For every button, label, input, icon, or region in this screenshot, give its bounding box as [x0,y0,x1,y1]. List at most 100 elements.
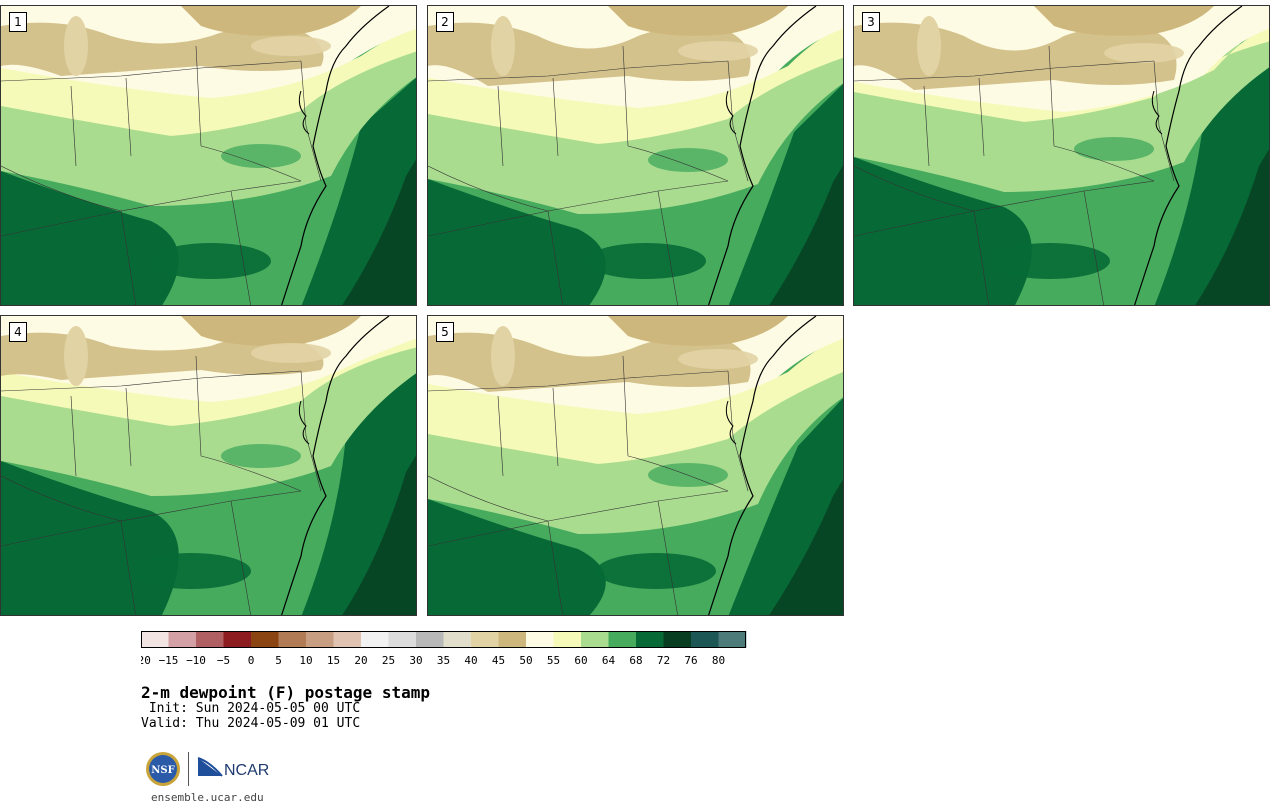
colorbar-swatch [223,631,252,648]
colorbar-tick-label: −20 [141,654,151,667]
colorbar-swatch [278,631,307,648]
coastline [281,316,390,615]
colorbar-tick-label: −10 [186,654,206,667]
field-ocean-deep [342,159,416,305]
colorbar-tick-label: 30 [409,654,422,667]
colorbar-swatch [498,631,527,648]
nsf-logo: NSF [146,752,180,786]
field-mid-pocket [648,148,728,172]
colorbar-swatch [306,631,334,648]
colorbar-tick-label: 64 [602,654,616,667]
colorbar-tick-label: 45 [492,654,505,667]
colorbar-tick-label: 55 [547,654,560,667]
colorbar-swatch [361,631,389,648]
field-dark-pocket [990,243,1110,279]
state-boundaries [428,45,749,305]
field-light-tan [678,349,758,369]
field-light-green [1,342,416,496]
field-ocean-deep [1195,149,1269,305]
colorbar-swatch [636,631,664,648]
member-panel-3: 3 [853,5,1270,306]
field-dark-pocket [151,243,271,279]
member-panel-5: 5 [427,315,844,616]
colorbar-swatch [196,631,224,648]
colorbar-swatch [141,631,169,648]
colorbar-tick-label: −15 [159,654,179,667]
chesapeake-bay [725,400,737,445]
colorbar-tick-label: 5 [275,654,282,667]
field-ocean-deep [342,455,416,615]
panel-label: 5 [436,322,454,342]
lake-michigan [64,326,88,386]
field-light-tan [251,343,331,363]
colorbar-swatch [718,631,747,648]
dewpoint-map [854,6,1269,305]
lake-michigan [491,326,515,386]
dewpoint-map [428,316,843,615]
init-time: Init: Sun 2024-05-05 00 UTC [141,701,361,716]
dewpoint-map [1,316,416,615]
chesapeake-bay [298,400,310,445]
field-light-tan [1104,43,1184,63]
colorbar-tick-label: 20 [354,654,367,667]
field-light-green [428,366,843,534]
field-yellow [1,26,416,136]
colorbar-swatch [581,631,609,648]
field-tan-ne [608,6,788,36]
field-tan-ne [1034,6,1214,36]
colorbar: −20 −15 −10 −5 0 5 10 15 20 25 30 35 40 45 50 55 60 64 68 7… [141,631,747,667]
state-boundaries [1,45,322,305]
field-yellow [428,336,843,464]
panel-label: 3 [862,12,880,32]
field-ocean-deep [769,165,843,305]
field-southwest-dark [428,499,606,615]
field-dark-pocket [131,553,251,589]
colorbar-swatch [608,631,637,648]
field-mid-pocket [1074,137,1154,161]
chesapeake-bay [1151,90,1163,135]
field-tan-ne [608,316,788,346]
colorbar-tick-label: 25 [382,654,395,667]
dewpoint-map [428,6,843,305]
lake-michigan [491,16,515,76]
member-panel-1: 1 [0,5,417,306]
coastline [708,316,817,615]
colorbar-tick-label: 15 [327,654,340,667]
panel-label: 1 [9,12,27,32]
colorbar-tick-label: 0 [248,654,255,667]
colorbar-tick-label: 68 [629,654,642,667]
colorbar-tick-label: 76 [684,654,697,667]
panel-label: 4 [9,322,27,342]
field-southwest-dark [1,171,179,305]
colorbar-tick-label: 35 [437,654,450,667]
field-ocean-deep [769,479,843,615]
state-boundaries [428,355,749,615]
state-boundaries [1,355,322,615]
lake-michigan [917,16,941,76]
colorbar-swatch [663,631,692,648]
colorbar-swatch [251,631,279,648]
member-panel-2: 2 [427,5,844,306]
coastline [708,6,817,305]
field-dark-pocket [586,243,706,279]
field-light-green [854,36,1269,192]
member-panel-4: 4 [0,315,417,616]
chesapeake-bay [725,90,737,135]
ncar-logo-text: NCAR [224,762,269,779]
field-mid-pocket [221,444,301,468]
colorbar-swatch [416,631,444,648]
colorbar-swatch [553,631,582,648]
colorbar-swatch [471,631,499,648]
state-boundaries [854,45,1175,305]
field-light-green [428,52,843,214]
panel-label: 2 [436,12,454,32]
colorbar-tick-label: 50 [519,654,532,667]
field-mid-pocket [221,144,301,168]
colorbar-tick-label: 72 [657,654,670,667]
logo-divider [188,752,189,786]
colorbar-tick-label: 60 [574,654,587,667]
lake-michigan [64,16,88,76]
colorbar-swatch [333,631,362,648]
colorbar-swatch [691,631,719,648]
coastline [281,6,390,305]
